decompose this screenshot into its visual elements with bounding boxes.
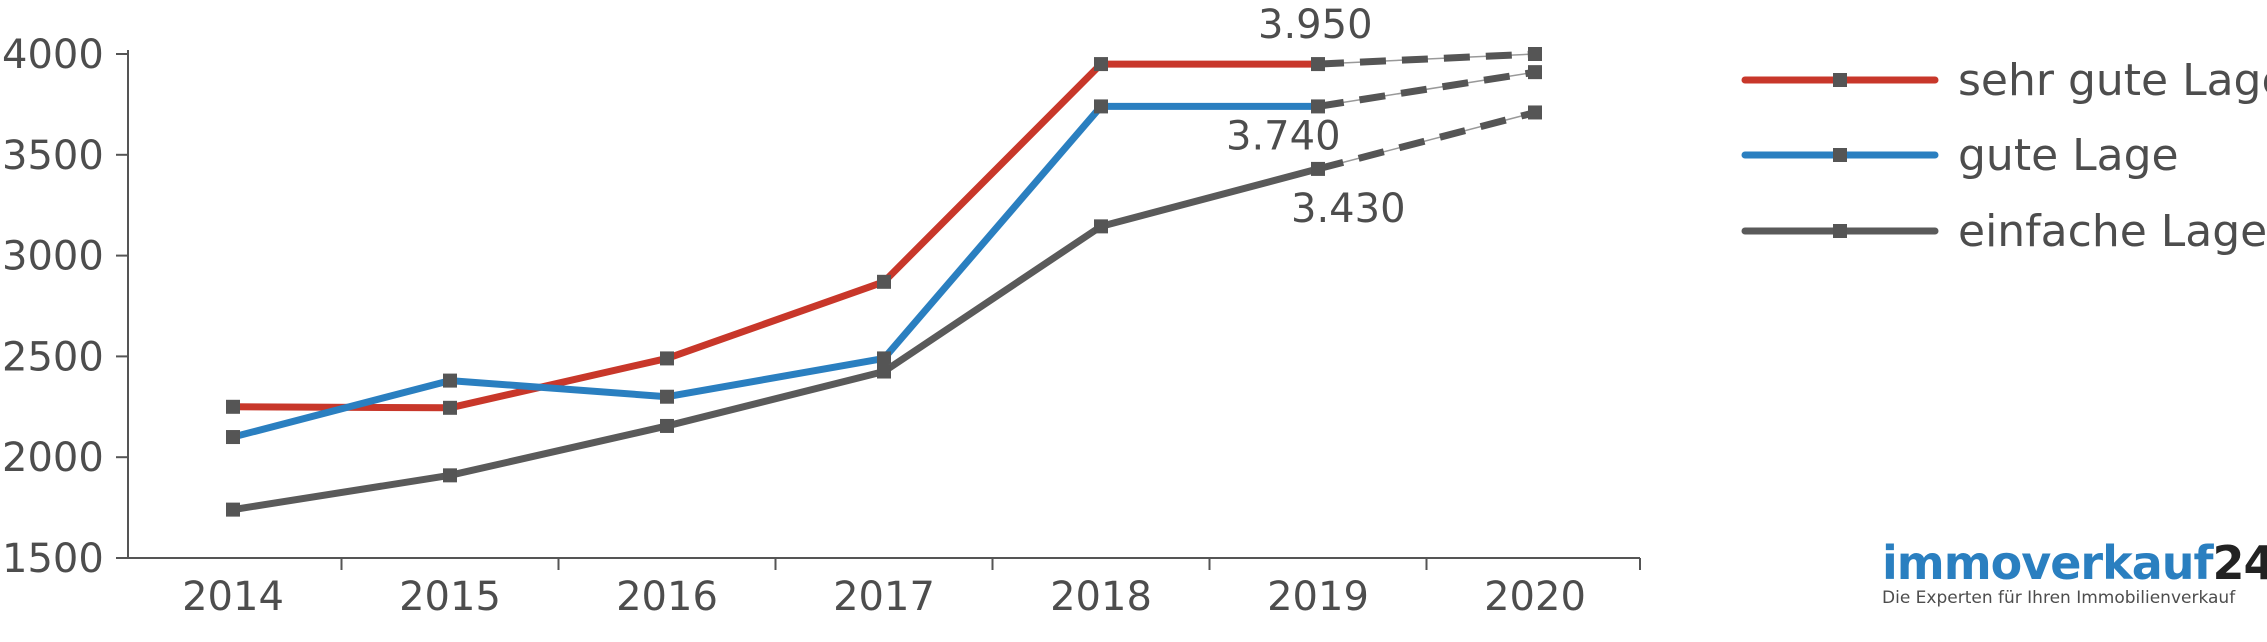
legend: sehr gute Lage gute Lage einfache Lage — [1741, 55, 2267, 257]
y-tick-label: 3500 — [2, 133, 104, 179]
data-point — [877, 274, 891, 289]
data-point — [226, 430, 240, 445]
data-point — [443, 468, 457, 483]
data-label: 3.950 — [1258, 2, 1373, 48]
series-einfache-lage — [226, 105, 1542, 517]
x-tick-label: 2014 — [182, 574, 284, 620]
legend-item: sehr gute Lage — [1741, 55, 2267, 106]
x-tick-label: 2020 — [1484, 574, 1586, 620]
data-label: 3.430 — [1291, 186, 1406, 232]
x-tick-label: 2017 — [833, 574, 935, 620]
y-tick-label: 2000 — [2, 435, 104, 481]
axes: 1500 2000 2500 3000 3500 4000 2014 2015 2016 2017… — [2, 32, 1641, 620]
y-tick-label: 1500 — [2, 536, 104, 582]
data-point — [1528, 65, 1542, 80]
data-point — [1528, 47, 1542, 61]
data-point — [226, 502, 240, 517]
data-point — [1311, 161, 1325, 176]
brand-tagline: Die Experten für Ihren Immobilienverkauf — [1882, 588, 2236, 608]
data-point — [1311, 57, 1325, 72]
legend-label: sehr gute Lage — [1958, 55, 2267, 106]
legend-label: gute Lage — [1958, 130, 2179, 181]
x-tick-label: 2019 — [1267, 574, 1369, 620]
legend-marker — [1833, 148, 1847, 162]
y-tick-label: 2500 — [2, 334, 104, 380]
data-point — [660, 389, 674, 404]
data-point — [1094, 57, 1108, 72]
series-line — [232, 60, 1318, 412]
series-line — [232, 102, 1318, 441]
data-point — [877, 364, 891, 379]
series-line — [232, 165, 1319, 514]
brand-number: 24 — [2212, 536, 2267, 590]
x-tick-label: 2018 — [1050, 574, 1152, 620]
series-sehr-gute-lage — [226, 47, 1542, 415]
data-point — [1094, 219, 1108, 234]
data-point — [1094, 99, 1108, 114]
data-point — [1311, 99, 1325, 114]
data-point — [1528, 105, 1542, 120]
data-point — [660, 351, 674, 366]
x-tick-label: 2016 — [616, 574, 718, 620]
legend-item: gute Lage — [1741, 130, 2179, 181]
forecast-line — [1317, 68, 1536, 110]
x-tick-label: 2015 — [399, 574, 501, 620]
data-point — [877, 351, 891, 366]
forecast-line — [1317, 109, 1536, 173]
data-point — [226, 399, 240, 414]
brand-logo: immoverkauf24 Die Experten für Ihren Imm… — [1882, 536, 2267, 608]
data-label: 3.740 — [1226, 113, 1341, 159]
legend-marker — [1833, 224, 1847, 238]
y-tick-label: 3000 — [2, 234, 104, 280]
brand-name: immoverkauf — [1882, 536, 2213, 590]
data-point — [443, 400, 457, 415]
forecast-line — [1317, 50, 1536, 68]
y-tick-label: 4000 — [2, 32, 104, 78]
data-point — [443, 373, 457, 388]
series-gute-lage — [226, 65, 1542, 445]
data-point — [660, 418, 674, 433]
annotation-layer: 3.950 3.740 3.430 — [1226, 2, 1406, 232]
series-layer — [226, 47, 1542, 517]
legend-item: einfache Lage — [1741, 206, 2267, 257]
legend-marker — [1833, 73, 1847, 87]
legend-label: einfache Lage — [1958, 206, 2267, 257]
